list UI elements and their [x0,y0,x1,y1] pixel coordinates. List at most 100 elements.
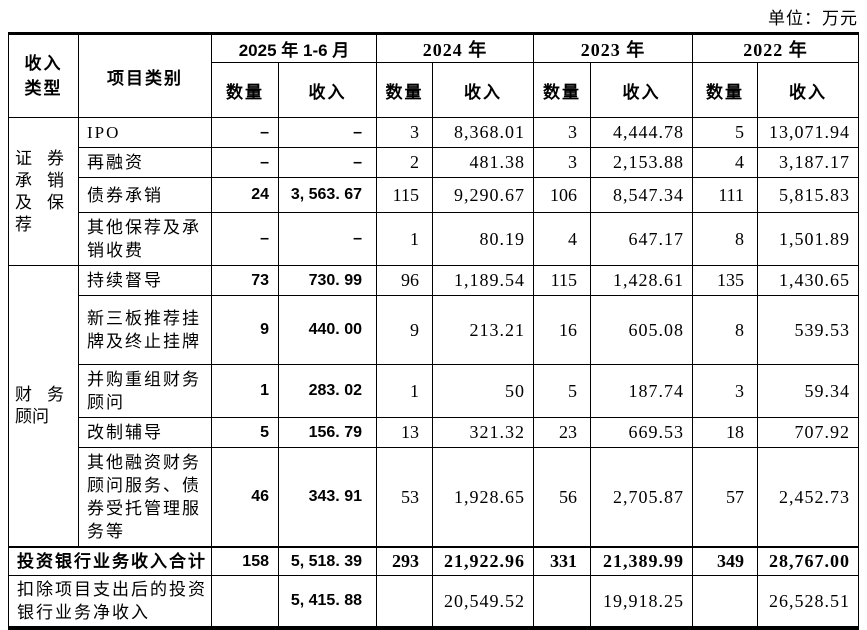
income-header: 收入 [432,62,534,118]
income-header: 收入 [590,62,693,118]
income-cell: 440. 00 [278,295,377,365]
qty-cell: 5 [211,417,279,448]
income-type-header-label: 收入类型 [24,54,63,98]
period-header-2025: 2025 年 1-6 月 [211,33,377,63]
category-cell: 并购重组财务顾问 [78,364,212,418]
income-cell: 2,705.87 [590,447,693,548]
qty-cell: 9 [376,295,433,365]
qty-cell: 4 [692,147,758,178]
qty-cell: 8 [692,295,758,365]
qty-cell: 18 [692,417,758,448]
qty-cell: 96 [376,265,433,296]
income-cell: – [278,147,377,178]
income-cell: 80.19 [432,212,534,266]
income-cell: 539.53 [757,295,859,365]
qty-cell: 135 [692,265,758,296]
income-cell: 3,187.17 [757,147,859,178]
table-row: 其他保荐及承销收费 – –1 80.19 4 647.17 8 1,501.89 [9,212,859,266]
income-cell: 59.34 [757,364,859,418]
total-row: 投资银行业务收入合计 158 5, 518. 39 293 21,922.96 331 21… [8,546,859,576]
table-row: 再融资 – –2 481.38 3 2,153.88 4 3,187.17 [9,147,859,178]
income-cell: 9,290.67 [432,177,534,213]
income-cell: 4,444.78 [590,117,693,148]
qty-header: 数量 [692,62,758,118]
qty-cell: 1 [376,364,433,418]
income-type-label-line: 及保 [15,192,64,212]
qty-cell: 111 [692,177,758,213]
income-cell: 707.92 [757,417,859,448]
income-cell: 19,918.25 [590,575,693,629]
income-cell: 20,549.52 [432,575,534,629]
income-cell: 1,189.54 [432,265,534,296]
qty-cell: 9 [211,295,279,365]
category-cell: 其他融资财务顾问服务、债券受托管理服务等 [78,447,212,548]
qty-header: 数量 [533,62,591,118]
income-cell: 2,153.88 [590,147,693,178]
income-header: 收入 [278,62,377,118]
net-income-row: 扣除项目支出后的投资银行业务净收入 5, 415. 88 20,549.52 19,9… [8,575,859,629]
qty-cell: 56 [533,447,591,548]
income-table: 收入类型 项目类别 2025 年 1-6 月 2024 年 2023 年 202… [8,32,859,630]
qty-cell: 349 [692,546,758,576]
income-cell: 5, 415. 88 [278,575,377,629]
qty-cell: 1 [211,364,279,418]
qty-cell: 53 [376,447,433,548]
qty-cell: 331 [533,546,591,576]
income-cell: 343. 91 [278,447,377,548]
qty-header: 数量 [376,62,433,118]
table-header: 收入类型 项目类别 2025 年 1-6 月 2024 年 2023 年 202… [8,33,859,118]
qty-cell: 24 [211,177,279,213]
qty-cell: 23 [533,417,591,448]
qty-cell [692,575,758,629]
qty-cell: – [211,147,279,178]
qty-cell: 5 [692,117,758,148]
qty-cell: 3 [533,117,591,148]
income-type-label-line: 证券 [15,148,64,168]
table-row: 并购重组财务顾问 1 283. 02 1 50 5 187.74 3 59.34 [9,364,859,418]
qty-cell: 2 [376,147,433,178]
qty-cell: – [211,117,279,148]
income-type-cell: 财务顾问 [8,265,79,548]
qty-cell: 115 [376,177,433,213]
qty-cell [211,575,279,629]
qty-cell: 73 [211,265,279,296]
header-row-subcolumns: 数量 收入 数量 收入 数量 收入 数量 收入 [9,62,859,118]
income-cell: 1,501.89 [757,212,859,266]
net-label-cell: 扣除项目支出后的投资银行业务净收入 [8,575,212,629]
qty-cell: 158 [211,546,279,576]
qty-cell: 1 [376,212,433,266]
income-cell: 28,767.00 [757,546,859,576]
qty-cell: 3 [376,117,433,148]
qty-cell: 293 [376,546,433,576]
income-cell: 3, 563. 67 [278,177,377,213]
income-cell: 8,547.34 [590,177,693,213]
category-cell: 再融资 [78,147,212,178]
qty-cell: 46 [211,447,279,548]
project-category-header: 项目类别 [78,33,212,118]
period-header-2023: 2023 年 [533,33,693,63]
income-cell: 21,922.96 [432,546,534,576]
table-row: 改制辅导 5 156. 79 13 321.32 23 669.53 18 707.92 [9,417,859,448]
income-cell: 283. 02 [278,364,377,418]
income-type-header: 收入类型 [8,33,79,118]
income-cell: 50 [432,364,534,418]
income-cell: 669.53 [590,417,693,448]
qty-cell [376,575,433,629]
income-cell: 26,528.51 [757,575,859,629]
income-cell: 213.21 [432,295,534,365]
income-cell: 21,389.99 [590,546,693,576]
qty-cell: 5 [533,364,591,418]
qty-cell: – [211,212,279,266]
qty-cell: 13 [376,417,433,448]
qty-cell: 57 [692,447,758,548]
qty-cell: 3 [692,364,758,418]
income-type-label-line: 财务 [15,385,64,404]
category-cell: 持续督导 [78,265,212,296]
income-cell: – [278,212,377,266]
income-cell: 2,452.73 [757,447,859,548]
qty-cell: 115 [533,265,591,296]
income-cell: 5, 518. 39 [278,546,377,576]
category-cell: 其他保荐及承销收费 [78,212,212,266]
period-header-2024: 2024 年 [376,33,534,63]
table-row: 债券承销 24 3, 563. 67 115 9,290.67 106 8,547.34 11… [9,177,859,213]
